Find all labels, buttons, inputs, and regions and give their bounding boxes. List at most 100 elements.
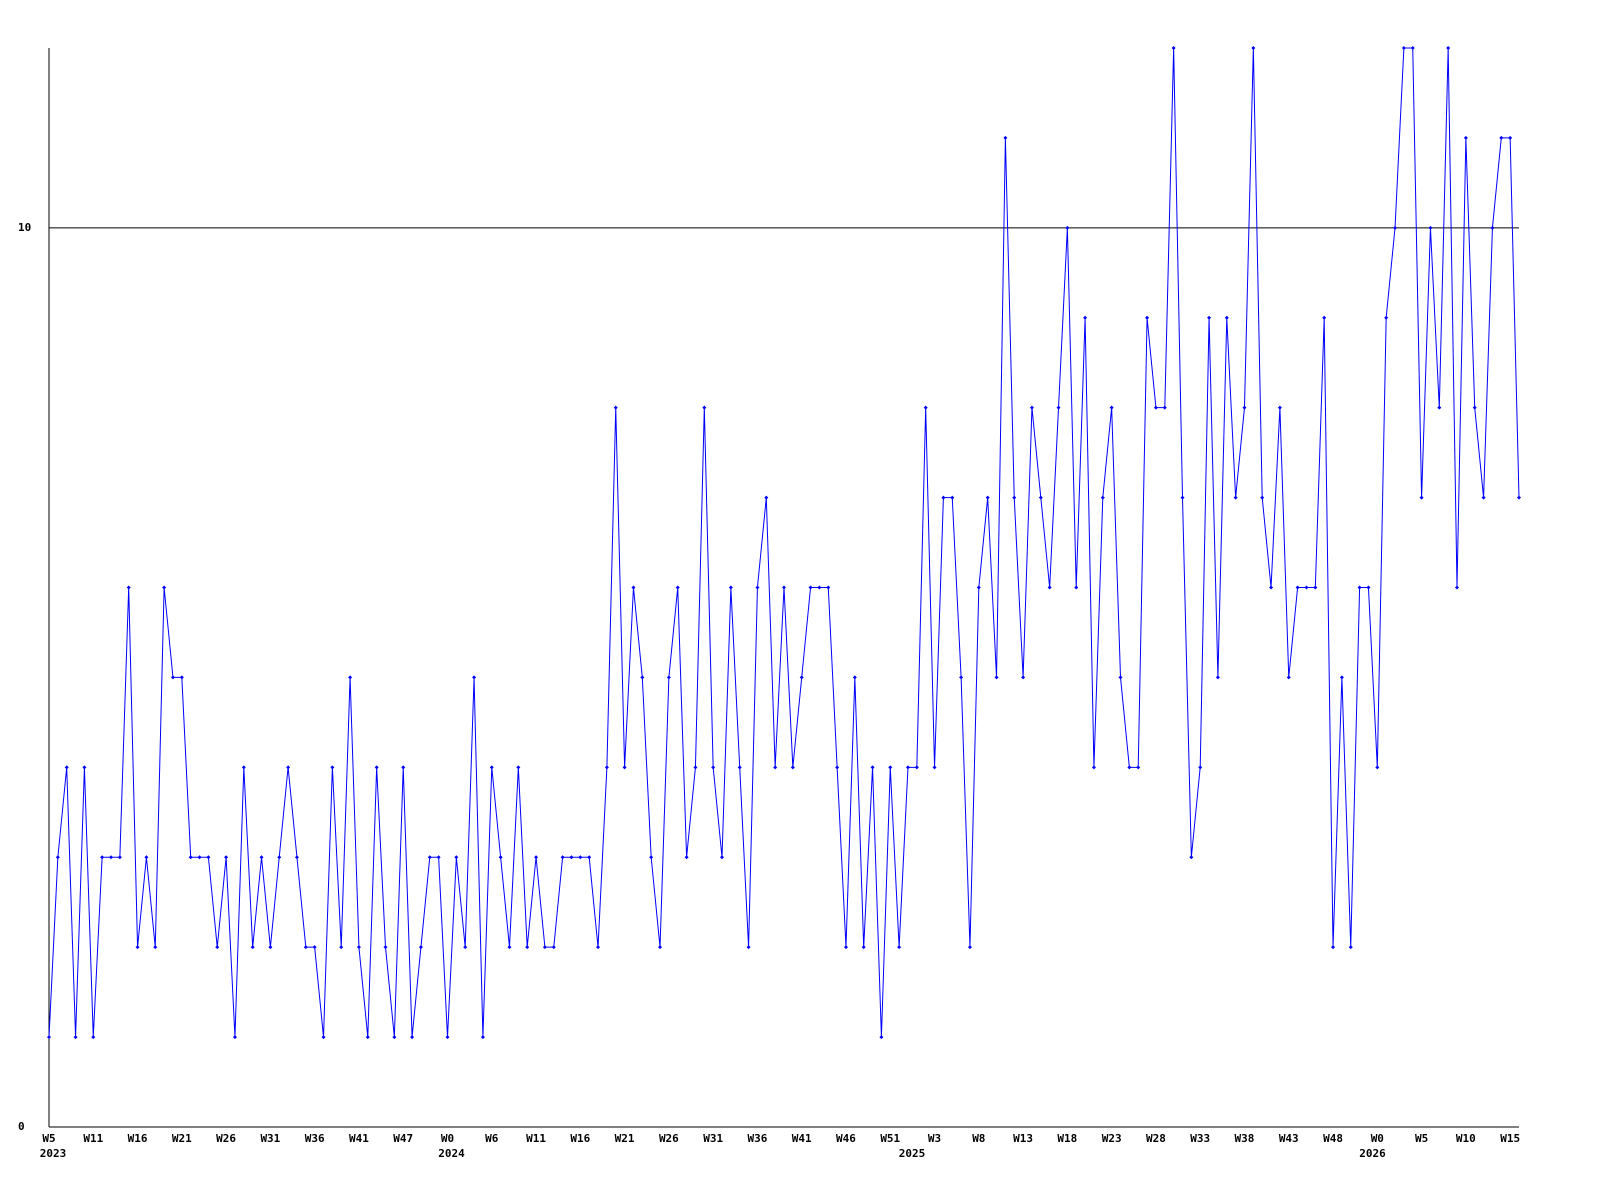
data-point	[1455, 585, 1460, 590]
data-point	[268, 945, 273, 950]
data-point	[790, 765, 795, 770]
data-point	[47, 1035, 51, 1040]
x-tick-label: W16	[128, 1132, 148, 1145]
x-tick-label: W47	[393, 1132, 413, 1145]
data-point	[1233, 495, 1238, 500]
data-point	[392, 1035, 397, 1040]
data-point	[1339, 675, 1344, 680]
x-tick-label: W11	[83, 1132, 103, 1145]
data-point	[1322, 315, 1327, 320]
data-point	[1127, 765, 1132, 770]
data-point	[1481, 495, 1486, 500]
data-point	[410, 1035, 415, 1040]
data-point	[525, 945, 530, 950]
data-point	[684, 855, 689, 860]
data-point	[1224, 315, 1229, 320]
x-tick-label: W5	[1415, 1132, 1428, 1145]
data-point	[1100, 495, 1105, 500]
data-point	[232, 1035, 237, 1040]
data-point	[1260, 495, 1265, 500]
data-point	[1056, 405, 1061, 410]
data-point	[286, 765, 291, 770]
data-point	[516, 765, 521, 770]
data-point	[728, 585, 733, 590]
data-point	[1446, 46, 1451, 50]
x-tick-label: W21	[615, 1132, 635, 1145]
data-point	[179, 675, 184, 680]
data-point	[1215, 675, 1220, 680]
data-point	[764, 495, 769, 500]
data-point	[1118, 675, 1123, 680]
x-tick-label: W41	[792, 1132, 812, 1145]
x-tick-label: W33	[1190, 1132, 1210, 1145]
data-point	[1401, 46, 1406, 50]
data-point	[1269, 585, 1274, 590]
data-point	[356, 945, 361, 950]
data-point	[1198, 765, 1203, 770]
data-point	[339, 945, 344, 950]
x-tick-label: W51	[880, 1132, 900, 1145]
data-point	[206, 855, 211, 860]
data-point	[649, 855, 654, 860]
year-label: 2024	[438, 1147, 465, 1160]
data-point	[498, 855, 503, 860]
data-point	[1357, 585, 1362, 590]
data-point	[215, 945, 220, 950]
data-point	[1499, 135, 1504, 140]
data-point	[1490, 225, 1495, 230]
data-point	[1295, 585, 1300, 590]
data-point	[808, 585, 813, 590]
data-point	[1153, 405, 1158, 410]
data-point	[1437, 405, 1442, 410]
data-point	[55, 855, 60, 860]
data-point	[1047, 585, 1052, 590]
data-point	[923, 405, 928, 410]
data-point	[162, 585, 167, 590]
data-point	[631, 585, 636, 590]
year-label: 2025	[899, 1147, 926, 1160]
data-point	[1472, 405, 1477, 410]
data-point	[259, 855, 264, 860]
data-point	[675, 585, 680, 590]
data-point	[596, 945, 601, 950]
data-point	[967, 945, 972, 950]
data-point	[1331, 945, 1336, 950]
data-point	[1393, 225, 1398, 230]
x-tick-label: W15	[1500, 1132, 1520, 1145]
data-point	[108, 855, 113, 860]
data-point	[613, 405, 618, 410]
data-point	[914, 765, 919, 770]
data-point	[640, 675, 645, 680]
x-tick-label: W0	[1371, 1132, 1384, 1145]
year-label: 2026	[1359, 1147, 1386, 1160]
data-point	[1286, 675, 1291, 680]
data-point	[100, 855, 105, 860]
data-point	[365, 1035, 370, 1040]
data-point	[888, 765, 893, 770]
data-point	[578, 855, 583, 860]
data-point	[1029, 405, 1034, 410]
x-tick-label: W46	[836, 1132, 856, 1145]
x-tick-label: W16	[570, 1132, 590, 1145]
data-point	[1038, 495, 1043, 500]
x-tick-label: W48	[1323, 1132, 1343, 1145]
data-point	[799, 675, 804, 680]
data-point	[91, 1035, 96, 1040]
data-point	[950, 495, 955, 500]
x-tick-label: W0	[441, 1132, 454, 1145]
data-point	[1074, 585, 1079, 590]
y-tick-label: 10	[18, 221, 31, 234]
data-point	[569, 855, 574, 860]
x-tick-label: W36	[747, 1132, 767, 1145]
data-point	[746, 945, 751, 950]
data-point	[1242, 405, 1247, 410]
x-tick-label: W31	[703, 1132, 723, 1145]
data-point	[604, 765, 609, 770]
data-point	[711, 765, 716, 770]
data-point	[1348, 945, 1353, 950]
data-point	[224, 855, 229, 860]
data-point	[82, 765, 87, 770]
data-point	[170, 675, 175, 680]
